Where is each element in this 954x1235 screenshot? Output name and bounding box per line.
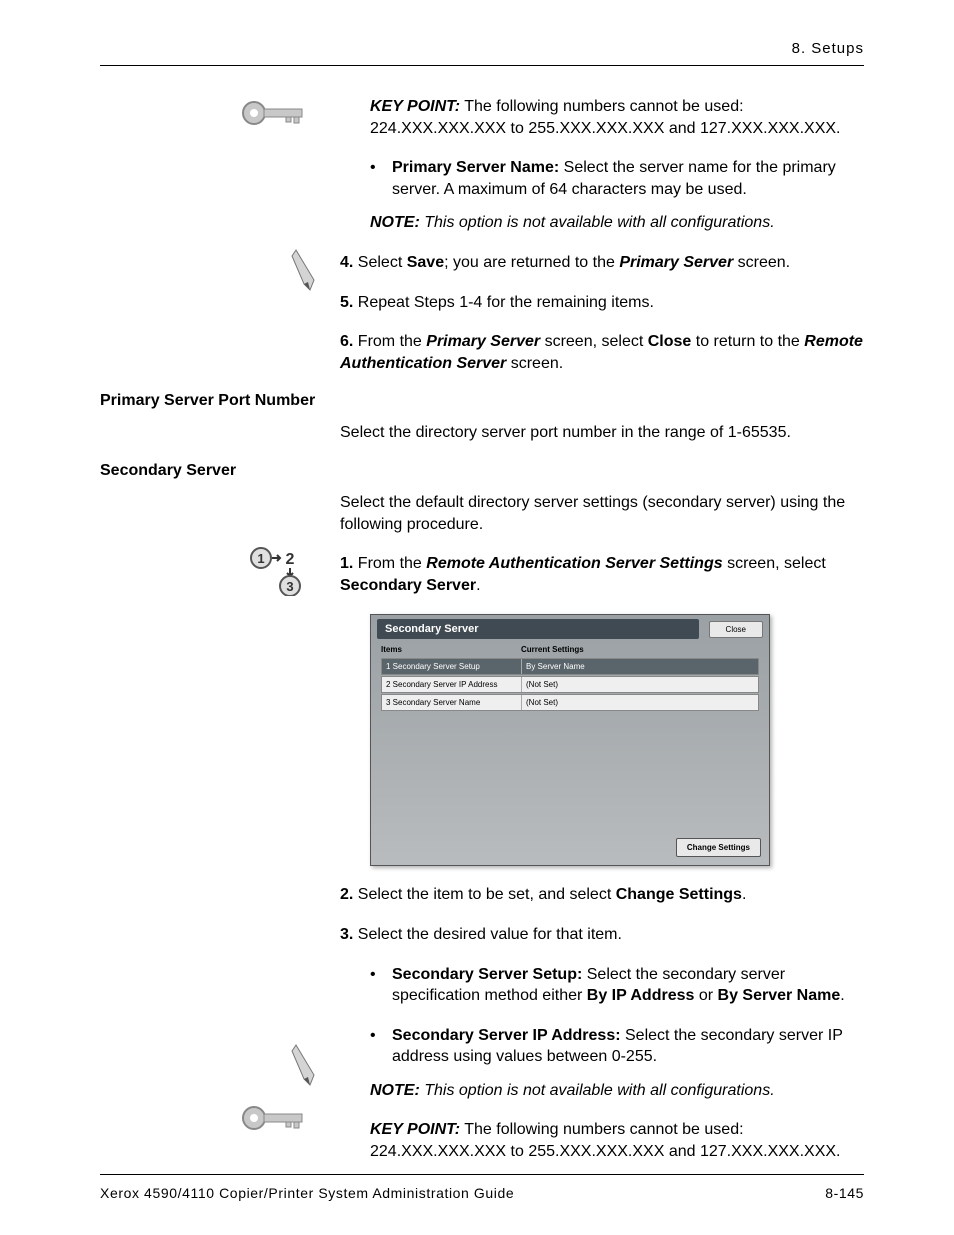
table-row[interactable]: 3 Secondary Server Name (Not Set) — [381, 694, 759, 711]
secondary-intro: Select the default directory server sett… — [340, 492, 864, 535]
text: Select the desired value for that item. — [358, 926, 622, 943]
key-icon — [240, 96, 310, 135]
bullet-primary-server-name: • Primary Server Name: Select the server… — [370, 157, 864, 200]
bullet-label: Secondary Server Setup: — [392, 966, 582, 983]
text: . — [742, 886, 746, 903]
step-num: 6. — [340, 333, 353, 350]
bullet-dot: • — [370, 157, 392, 200]
cell: 3 Secondary Server Name — [382, 695, 522, 710]
bullet-label: Primary Server Name: — [392, 159, 559, 176]
footer-page-num: 8-145 — [825, 1185, 864, 1201]
svg-text:1: 1 — [257, 551, 264, 566]
step-num: 3. — [340, 926, 353, 943]
keypoint-2: KEY POINT: The following numbers cannot … — [370, 1119, 864, 1162]
section-secondary-server: Secondary Server — [100, 462, 864, 480]
port-text: Select the directory server port number … — [340, 422, 864, 444]
cell: (Not Set) — [522, 695, 758, 710]
step-num: 1. — [340, 555, 353, 572]
close-button[interactable]: Close — [709, 621, 763, 638]
bullet-secondary-setup: • Secondary Server Setup: Select the sec… — [370, 964, 864, 1007]
button-name: Change Settings — [616, 886, 742, 903]
footer-left: Xerox 4590/4110 Copier/Printer System Ad… — [100, 1185, 514, 1201]
step-num: 2. — [340, 886, 353, 903]
text: to return to the — [691, 333, 804, 350]
text: screen, select — [540, 333, 648, 350]
sec-step-2: 2. Select the item to be set, and select… — [340, 884, 864, 906]
secondary-server-dialog: Secondary Server Close Items Current Set… — [370, 614, 770, 866]
table-row[interactable]: 1 Secondary Server Setup By Server Name — [381, 658, 759, 675]
screen-name: Primary Server — [426, 333, 540, 350]
note-1: NOTE: This option is not available with … — [370, 212, 864, 234]
option: By IP Address — [587, 987, 695, 1004]
item-name: Secondary Server — [340, 577, 476, 594]
note-2: NOTE: This option is not available with … — [370, 1080, 864, 1102]
screen-name: Primary Server — [619, 254, 733, 271]
text: . — [476, 577, 480, 594]
page-footer: Xerox 4590/4110 Copier/Printer System Ad… — [100, 1174, 864, 1201]
bullet-dot: • — [370, 964, 392, 1007]
dialog-title: Secondary Server — [377, 619, 699, 639]
svg-text:2: 2 — [286, 551, 295, 568]
screen-name: Remote Authentication Server Settings — [426, 555, 722, 572]
option: By Server Name — [718, 987, 841, 1004]
text: Select the item to be set, and select — [358, 886, 616, 903]
bullet-dot: • — [370, 1025, 392, 1068]
step-num: 5. — [340, 294, 353, 311]
steps-123-icon: 1 2 3 — [250, 546, 302, 601]
text: From the — [358, 555, 426, 572]
text: Repeat Steps 1-4 for the remaining items… — [358, 294, 654, 311]
step-6: 6. From the Primary Server screen, selec… — [340, 331, 864, 374]
cell: By Server Name — [522, 659, 758, 674]
sec-step-1: 1. From the Remote Authentication Server… — [340, 553, 864, 596]
text: screen. — [506, 355, 563, 372]
note-text: This option is not available with all co… — [420, 1082, 775, 1099]
col-items: Items — [381, 645, 521, 654]
step-5: 5. Repeat Steps 1-4 for the remaining it… — [340, 292, 864, 314]
sec-step-3: 3. Select the desired value for that ite… — [340, 924, 864, 946]
close-label: Close — [648, 333, 692, 350]
text: ; you are returned to the — [444, 254, 619, 271]
keypoint-label: KEY POINT: — [370, 1121, 460, 1138]
note-label: NOTE: — [370, 1082, 420, 1099]
pen-icon — [290, 246, 320, 297]
change-settings-button[interactable]: Change Settings — [676, 838, 761, 857]
keypoint-1: KEY POINT: The following numbers cannot … — [370, 96, 864, 139]
bullet-label: Secondary Server IP Address: — [392, 1027, 621, 1044]
note-label: NOTE: — [370, 214, 420, 231]
table-row[interactable]: 2 Secondary Server IP Address (Not Set) — [381, 676, 759, 693]
text: screen. — [733, 254, 790, 271]
step-4: 4. Select Save; you are returned to the … — [340, 252, 864, 274]
pen-icon — [290, 1041, 320, 1092]
cell: 2 Secondary Server IP Address — [382, 677, 522, 692]
text: or — [694, 987, 717, 1004]
section-port-number: Primary Server Port Number — [100, 392, 864, 410]
text: screen, select — [723, 555, 826, 572]
keypoint-label: KEY POINT: — [370, 98, 460, 115]
note-text: This option is not available with all co… — [420, 214, 775, 231]
step-num: 4. — [340, 254, 353, 271]
text: From the — [358, 333, 426, 350]
col-current: Current Settings — [521, 645, 584, 654]
page-header: 8. Setups — [100, 40, 864, 66]
text: Select — [358, 254, 407, 271]
text: . — [840, 987, 844, 1004]
key-icon — [240, 1101, 310, 1140]
svg-text:3: 3 — [286, 579, 293, 594]
bullet-secondary-ip: • Secondary Server IP Address: Select th… — [370, 1025, 864, 1068]
cell: (Not Set) — [522, 677, 758, 692]
cell: 1 Secondary Server Setup — [382, 659, 522, 674]
save-label: Save — [407, 254, 444, 271]
